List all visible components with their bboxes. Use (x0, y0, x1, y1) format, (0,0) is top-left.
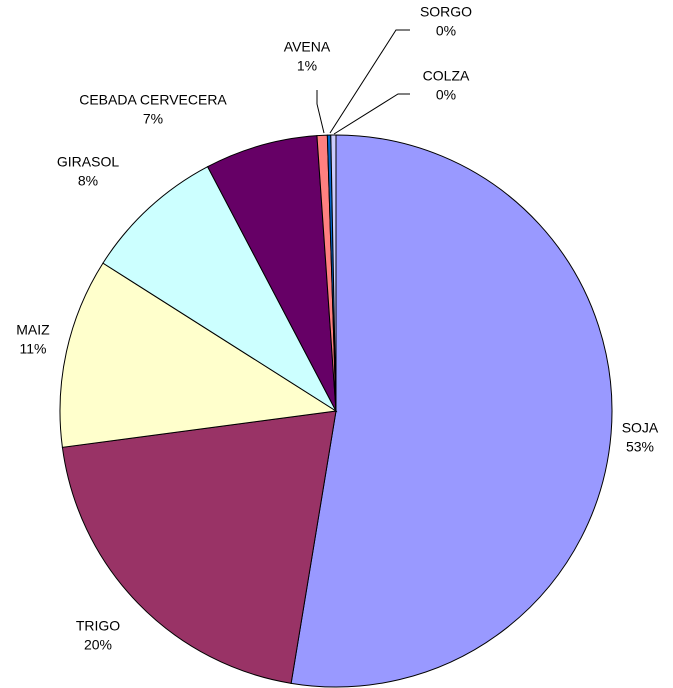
slice-label: CEBADA CERVECERA (79, 92, 227, 108)
slice-label: SORGO (420, 4, 472, 20)
slice-value-label: 0% (436, 87, 456, 103)
slice-label: COLZA (423, 68, 470, 84)
slice-value-label: 0% (436, 23, 456, 39)
slice-value-label: 7% (143, 111, 163, 127)
leader-line (329, 29, 410, 134)
slice-label: GIRASOL (57, 154, 119, 170)
slice-label: AVENA (284, 39, 331, 55)
slice-value-label: 53% (626, 439, 654, 455)
pie-slice (102, 166, 338, 413)
pie-slice (206, 135, 337, 412)
pie-slice (61, 410, 337, 684)
pie-slice (59, 262, 338, 448)
pie-slice (330, 134, 337, 412)
leader-line (316, 90, 325, 134)
slice-label: TRIGO (76, 618, 120, 634)
slice-value-label: 11% (20, 341, 47, 357)
slice-label: MAIZ (16, 322, 50, 338)
leader-line (333, 93, 410, 135)
slice-label: SOJA (622, 420, 659, 436)
slice-value-label: 20% (84, 637, 112, 653)
slice-value-label: 1% (297, 58, 317, 74)
slice-value-label: 8% (78, 173, 98, 189)
pie-slice (290, 134, 613, 688)
